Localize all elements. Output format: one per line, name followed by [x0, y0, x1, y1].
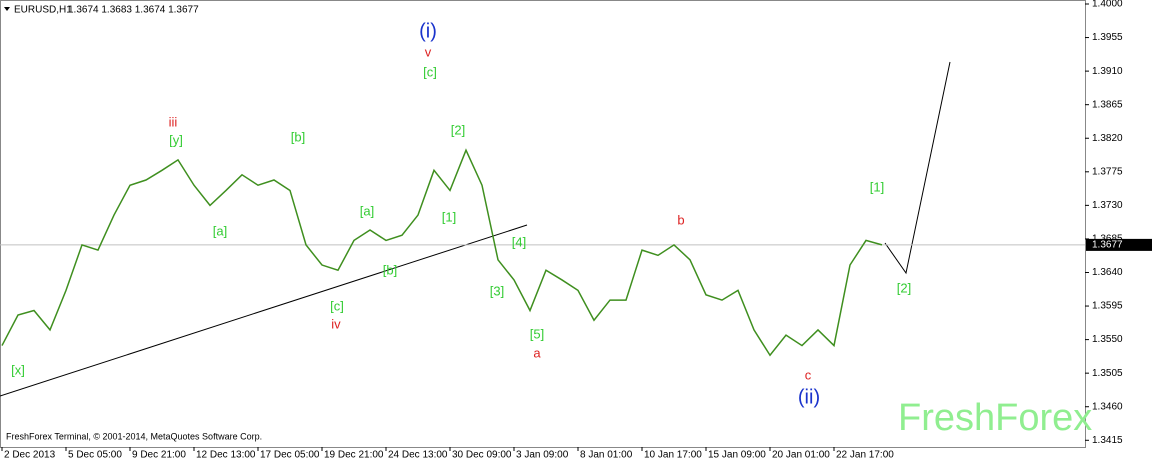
x-tick-label: 10 Jan 17:00 [644, 450, 702, 461]
x-tick-label: 12 Dec 13:00 [196, 450, 256, 461]
wave-label: b [677, 212, 684, 227]
wave-label: [2] [897, 280, 911, 295]
trend-line [0, 224, 528, 397]
y-tick-label: 1.4000 [1092, 0, 1123, 10]
wave-label: [a] [213, 223, 227, 238]
y-tick-label: 1.3820 [1092, 133, 1123, 144]
x-tick-label: 19 Dec 21:00 [324, 450, 384, 461]
y-tick-label: 1.3910 [1092, 66, 1123, 77]
x-tick-label: 30 Dec 09:00 [452, 450, 512, 461]
x-tick-label: 22 Jan 17:00 [836, 450, 894, 461]
y-tick-label: 1.3955 [1092, 32, 1123, 43]
last-price-label: 1.3677 [1092, 240, 1123, 251]
wave-label: [4] [512, 234, 526, 249]
x-tick-label: 24 Dec 13:00 [388, 450, 448, 461]
wave-label: (ii) [798, 386, 820, 408]
wave-label: [c] [330, 298, 344, 313]
x-tick-label: 5 Dec 05:00 [68, 450, 122, 461]
wave-label: c [805, 367, 812, 382]
wave-label: [b] [383, 262, 397, 277]
y-tick-label: 1.3640 [1092, 267, 1123, 278]
wave-label: [c] [423, 64, 437, 79]
y-tick-label: 1.3415 [1092, 435, 1123, 446]
footer: FreshForex Terminal, © 2001-2014, MetaQu… [6, 431, 262, 441]
projection-line [884, 61, 951, 275]
wave-label: iv [331, 316, 341, 331]
title-arrow [4, 7, 10, 11]
price-line [1, 148, 883, 357]
wave-label: [3] [490, 283, 504, 298]
wave-label: [5] [530, 326, 544, 341]
y-tick-label: 1.3550 [1092, 334, 1123, 345]
chart-subtitle: 1.3674 1.3683 1.3674 1.3677 [68, 5, 199, 16]
wave-label: [b] [291, 129, 305, 144]
wave-label: [y] [169, 132, 183, 147]
wave-label: [a] [360, 203, 374, 218]
x-tick-label: 3 Jan 09:00 [516, 450, 569, 461]
wave-label: [2] [451, 122, 465, 137]
y-tick-label: 1.3775 [1092, 166, 1123, 177]
wave-label: [1] [442, 209, 456, 224]
plot-frame [0, 0, 1086, 448]
x-tick-label: 17 Dec 05:00 [260, 450, 320, 461]
x-tick-label: 8 Jan 01:00 [580, 450, 633, 461]
x-tick-label: 2 Dec 2013 [4, 450, 56, 461]
wave-label: [1] [870, 179, 884, 194]
y-tick-label: 1.3595 [1092, 301, 1123, 312]
x-tick-label: 9 Dec 21:00 [132, 450, 186, 461]
y-tick-label: 1.3460 [1092, 401, 1123, 412]
wave-label: v [425, 44, 432, 59]
x-tick-label: 20 Jan 01:00 [772, 450, 830, 461]
wave-label: iii [169, 114, 178, 129]
wave-label: a [533, 345, 541, 360]
watermark: FreshForex [898, 397, 1092, 439]
x-tick-label: 15 Jan 09:00 [708, 450, 766, 461]
wave-label: [x] [11, 362, 25, 377]
last-price-tag [1086, 238, 1152, 251]
y-tick-label: 1.3865 [1092, 99, 1123, 110]
y-tick-label: 1.3730 [1092, 200, 1123, 211]
wave-label: (i) [419, 20, 437, 42]
chart-title: EURUSD,H1 [14, 5, 72, 16]
y-tick-label: 1.3505 [1092, 368, 1123, 379]
